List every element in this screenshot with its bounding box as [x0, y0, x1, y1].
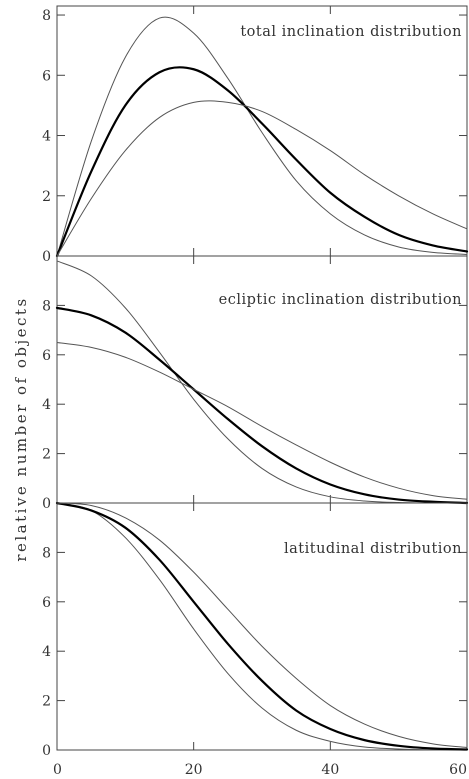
chart-panels: 0 2 4 6 8 total inclination distribution 0 2 4 6 8…: [42, 5, 469, 778]
panel-title: latitudinal distribution: [284, 541, 462, 557]
series-line-3: [56, 341, 468, 500]
y-tick-label: 2: [42, 447, 51, 463]
plot-frame: [56, 502, 468, 751]
y-tick-label: 0: [42, 743, 51, 759]
series-line-3: [56, 100, 468, 257]
series-line-2: [55, 306, 469, 505]
y-tick-label: 2: [42, 694, 51, 710]
panel-3: 0 2 4 6 8 0 20 40 60 latitudinal distribution: [42, 501, 469, 778]
x-tick-label: 40: [321, 762, 339, 778]
y-tick-label: 2: [42, 189, 51, 205]
y-tick-label: 0: [42, 496, 51, 512]
plot-frame: [56, 5, 468, 257]
y-tick-label: 6: [42, 595, 51, 611]
y-tick-label: 8: [42, 8, 51, 24]
y-tick-label: 0: [42, 249, 51, 265]
series-line-2: [55, 66, 469, 258]
y-tick-label: 6: [42, 68, 51, 84]
y-tick-label: 8: [42, 298, 51, 314]
series-line-1: [56, 16, 468, 257]
series-line-3: [56, 502, 468, 749]
x-tick-label: 0: [53, 762, 62, 778]
x-tick-label: 60: [449, 762, 467, 778]
y-tick-label: 4: [42, 644, 51, 660]
y-tick-label: 6: [42, 348, 51, 364]
panel-title: ecliptic inclination distribution: [219, 292, 462, 308]
panel-title: total inclination distribution: [240, 24, 462, 40]
panel-1: 0 2 4 6 8 total inclination distribution: [42, 5, 469, 265]
x-tick-label: 20: [185, 762, 203, 778]
y-tick-label: 4: [42, 129, 51, 145]
y-tick-label: 4: [42, 397, 51, 413]
series-line-2: [55, 501, 469, 751]
series-line-1: [56, 502, 468, 751]
panel-2: 0 2 4 6 8 ecliptic inclination distribution: [42, 255, 469, 512]
y-tick-label: 8: [42, 545, 51, 561]
y-axis-label: relative number of objects: [12, 296, 30, 561]
